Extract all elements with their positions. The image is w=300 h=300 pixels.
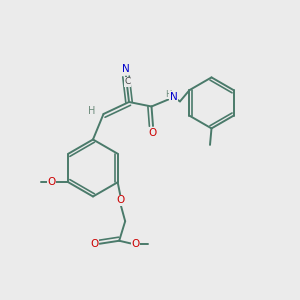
Text: H: H: [88, 106, 96, 116]
Text: N: N: [122, 64, 130, 74]
Text: O: O: [148, 128, 156, 138]
Text: H: H: [165, 90, 171, 99]
Text: C: C: [124, 77, 130, 86]
Text: O: O: [90, 239, 98, 249]
Text: O: O: [117, 195, 125, 205]
Text: O: O: [48, 177, 56, 187]
Text: N: N: [169, 92, 177, 102]
Text: O: O: [132, 239, 140, 249]
